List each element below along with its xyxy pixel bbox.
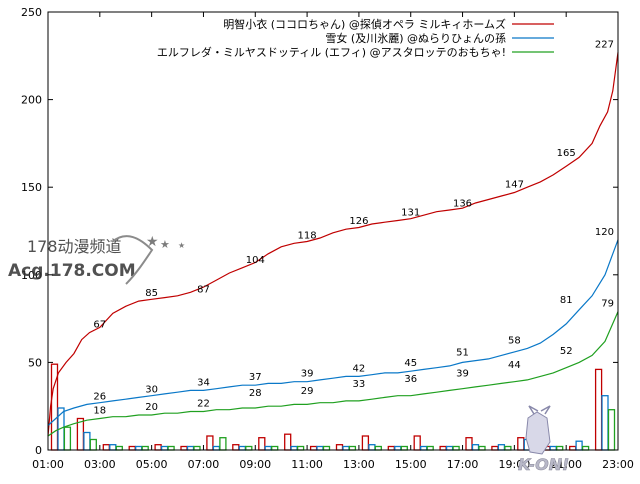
- data-label: 44: [508, 360, 521, 371]
- series-line: [47, 311, 619, 437]
- data-label: 34: [197, 377, 210, 388]
- x-tick-label: 13:00: [343, 458, 375, 471]
- data-label: 30: [145, 384, 158, 395]
- series-line: [47, 52, 619, 437]
- x-tick-label: 19:00: [499, 458, 531, 471]
- x-tick-label: 17:00: [447, 458, 479, 471]
- data-label: 51: [456, 348, 469, 359]
- x-tick-label: 03:00: [84, 458, 116, 471]
- data-label: 39: [456, 369, 469, 380]
- watermark-line2: Acg.178.COM: [8, 261, 136, 281]
- data-label: 20: [145, 402, 158, 413]
- data-label: 52: [560, 346, 573, 357]
- data-label: 29: [301, 386, 314, 397]
- data-label: 126: [349, 216, 368, 227]
- data-label: 81: [560, 295, 573, 306]
- data-label: 37: [249, 372, 262, 383]
- data-label: 22: [197, 399, 210, 410]
- watermark-swoosh: [111, 235, 154, 285]
- y-tick-label: 0: [35, 444, 42, 457]
- data-label: 26: [93, 391, 106, 402]
- lines-layer: [47, 52, 619, 437]
- character-ribbon-icon: [528, 405, 551, 415]
- data-label: 79: [601, 299, 614, 310]
- data-label: 36: [404, 374, 417, 385]
- watermark-line1: 178动漫频道: [27, 237, 122, 256]
- data-label: 39: [301, 369, 314, 380]
- data-label: 58: [508, 335, 521, 346]
- data-labels-layer: 67 85 87 104 118 126 131 136 147 165 227 26 30 34 37 39…: [93, 39, 614, 416]
- data-label: 28: [249, 388, 262, 399]
- data-label: 131: [401, 208, 420, 219]
- x-tick-label: 15:00: [395, 458, 427, 471]
- x-tick-label: 09:00: [239, 458, 271, 471]
- data-label: 67: [93, 320, 106, 331]
- data-label: 136: [453, 199, 472, 210]
- data-label: 120: [595, 227, 614, 238]
- y-tick-label: 250: [21, 6, 42, 19]
- x-tick-label: 01:00: [32, 458, 64, 471]
- y-tick-label: 150: [21, 181, 42, 194]
- y-tick-label: 100: [21, 269, 42, 282]
- data-label: 42: [353, 363, 366, 374]
- data-label: 45: [404, 358, 417, 369]
- star-icon: ★: [178, 241, 185, 250]
- data-label: 118: [298, 230, 317, 241]
- watermark: 178动漫频道 Acg.178.COM ★ ★ ★: [8, 234, 185, 285]
- data-label: 18: [93, 406, 106, 417]
- axes-layer: 0 50 100 150 200 250 01:00 03:00 05:00 07:00 09:00…: [21, 6, 634, 471]
- character-illustration: [525, 411, 551, 455]
- y-tick-label: 200: [21, 94, 42, 107]
- star-icon: ★: [160, 238, 170, 251]
- plot-frame: [47, 11, 619, 451]
- data-label: 33: [353, 379, 366, 390]
- data-label: 227: [595, 39, 614, 50]
- star-icon: ★: [146, 234, 159, 250]
- data-label: 165: [557, 148, 576, 159]
- legend-label: エルフレダ・ミルヤスドッティル (エフィ) @アスタロッテのおもちゃ!: [157, 45, 506, 59]
- x-tick-label: 11:00: [291, 458, 323, 471]
- series-line: [47, 239, 619, 426]
- k-on-logo: K-ON!: [518, 405, 570, 474]
- data-label: 87: [197, 285, 210, 296]
- x-tick-label: 05:00: [136, 458, 168, 471]
- corner-logo-text: K-ON!: [518, 455, 569, 474]
- data-label: 85: [145, 288, 158, 299]
- x-tick-label: 21:00: [550, 458, 582, 471]
- data-label: 104: [246, 255, 265, 266]
- data-label: 147: [505, 180, 524, 191]
- legend-label: 明智小衣 (ココロちゃん) @探偵オペラ ミルキィホームズ: [223, 17, 506, 31]
- y-tick-label: 50: [28, 356, 42, 369]
- x-tick-label: 07:00: [188, 458, 220, 471]
- x-tick-label: 23:00: [602, 458, 634, 471]
- legend-label: 雪女 (及川氷麗) @ぬらりひょんの孫: [325, 31, 506, 45]
